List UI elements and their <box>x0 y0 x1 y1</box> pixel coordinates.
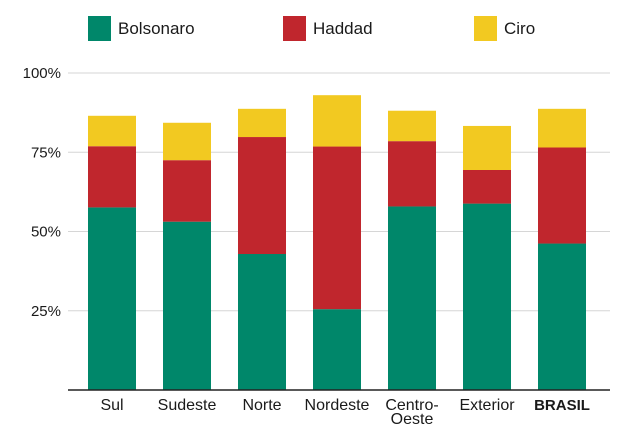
x-tick-label: Sul <box>100 397 123 414</box>
bar-bolsonaro-sudeste <box>163 221 211 390</box>
y-tick-labels: 25% 50% 75% 100% <box>23 65 61 320</box>
legend-label-bolsonaro: Bolsonaro <box>118 19 195 38</box>
legend-label-ciro: Ciro <box>504 19 535 38</box>
x-tick-label: Sudeste <box>158 397 217 414</box>
bar-ciro-centro-oeste <box>388 110 436 142</box>
legend-swatch-haddad <box>283 16 306 41</box>
x-tick-label: Oeste <box>391 411 434 428</box>
legend-label-haddad: Haddad <box>313 19 373 38</box>
legend: Bolsonaro Haddad Ciro <box>88 16 535 41</box>
y-tick-label: 75% <box>31 144 61 161</box>
bar-ciro-exterior <box>463 125 511 171</box>
x-tick-label: Norte <box>242 397 281 414</box>
bar-bolsonaro-brasil <box>538 243 586 390</box>
bar-ciro-brasil <box>538 108 586 148</box>
bar-haddad-sul <box>88 146 136 208</box>
bar-haddad-norte <box>238 137 286 255</box>
bars <box>88 95 586 390</box>
bar-ciro-nordeste <box>313 95 361 147</box>
bar-ciro-sudeste <box>163 122 211 161</box>
bar-haddad-sudeste <box>163 160 211 222</box>
x-tick-labels: Sul Sudeste Norte Nordeste Centro-Oeste Exter… <box>100 397 589 428</box>
x-tick-label: BRASIL <box>534 397 590 414</box>
bar-haddad-exterior <box>463 170 511 204</box>
bar-bolsonaro-centro-oeste <box>388 206 436 390</box>
bar-bolsonaro-norte <box>238 254 286 390</box>
bar-haddad-brasil <box>538 147 586 244</box>
bar-bolsonaro-nordeste <box>313 309 361 390</box>
bar-ciro-sul <box>88 115 136 147</box>
bar-bolsonaro-sul <box>88 207 136 390</box>
bar-haddad-nordeste <box>313 146 361 310</box>
bar-haddad-centro-oeste <box>388 141 436 207</box>
y-tick-label: 50% <box>31 224 61 241</box>
x-tick-label: Nordeste <box>305 397 370 414</box>
legend-swatch-ciro <box>474 16 497 41</box>
x-tick-label: Centro- <box>385 397 438 414</box>
y-tick-label: 25% <box>31 303 61 320</box>
legend-swatch-bolsonaro <box>88 16 111 41</box>
bar-bolsonaro-exterior <box>463 203 511 390</box>
y-tick-label: 100% <box>23 65 61 82</box>
x-tick-label: Exterior <box>459 397 515 414</box>
bar-ciro-norte <box>238 108 286 138</box>
